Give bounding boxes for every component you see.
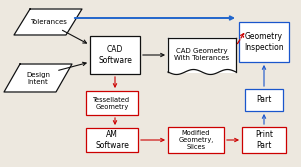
Bar — [239, 22, 289, 62]
Bar — [245, 89, 283, 111]
Text: Print
Part: Print Part — [255, 130, 273, 150]
Text: CAD
Software: CAD Software — [98, 45, 132, 65]
Polygon shape — [4, 64, 72, 92]
Text: Tessellated
Geometry: Tessellated Geometry — [93, 97, 131, 110]
Text: AM
Software: AM Software — [95, 130, 129, 150]
Text: Geometry
Inspection: Geometry Inspection — [244, 32, 284, 52]
Bar — [168, 127, 224, 153]
Text: Modified
Geometry,
Slices: Modified Geometry, Slices — [178, 130, 214, 150]
Bar — [86, 91, 138, 115]
Text: Design
Intent: Design Intent — [26, 71, 50, 85]
Text: Tolerances: Tolerances — [29, 19, 67, 25]
Text: CAD Geometry
With Tolerances: CAD Geometry With Tolerances — [175, 48, 230, 61]
Text: Part: Part — [256, 96, 272, 105]
Bar — [242, 127, 286, 153]
Polygon shape — [14, 9, 82, 35]
Bar — [90, 36, 140, 74]
Bar — [86, 128, 138, 152]
Polygon shape — [168, 38, 236, 74]
